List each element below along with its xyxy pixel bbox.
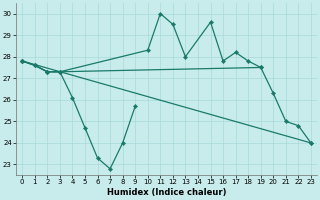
X-axis label: Humidex (Indice chaleur): Humidex (Indice chaleur) (107, 188, 226, 197)
